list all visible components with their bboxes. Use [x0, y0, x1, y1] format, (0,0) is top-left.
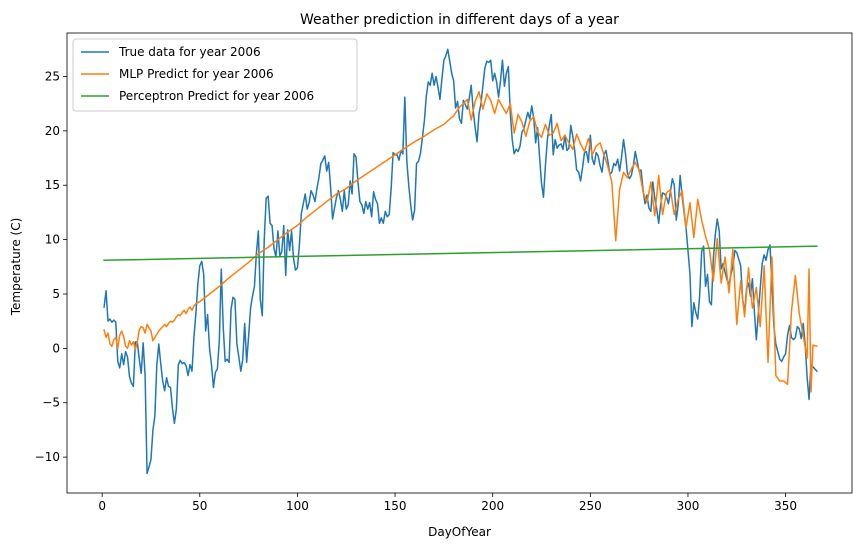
x-tick-label-0: 0 [98, 499, 106, 513]
series-line-2 [103, 245, 818, 262]
x-tick-label-3: 150 [384, 499, 407, 513]
plot-frame [66, 32, 853, 494]
x-tick-label-7: 350 [774, 499, 797, 513]
x-tick-label-5: 250 [579, 499, 602, 513]
y-tick-label-4: 10 [45, 233, 60, 247]
chart-title: Weather prediction in different days of … [300, 12, 619, 28]
x-tick-label-6: 300 [677, 499, 700, 513]
y-tick-label-7: 25 [45, 69, 60, 83]
y-tick-label-6: 20 [45, 124, 60, 138]
legend-label-0: True data for year 2006 [118, 45, 261, 59]
legend-box [72, 38, 358, 112]
y-tick-label-1: −5 [42, 396, 60, 410]
x-axis-label: DayOfYear [428, 525, 491, 539]
y-axis-label: Temperature (C) [9, 218, 23, 317]
legend-label-1: MLP Predict for year 2006 [119, 67, 274, 81]
y-tick-label-5: 15 [45, 178, 60, 192]
plot-area: 0 50 100 150 200 250 300 350 −10 −5 0 5 10 15 20 25 True… [35, 32, 853, 513]
x-tick-label-2: 100 [286, 499, 309, 513]
y-tick-label-3: 5 [52, 287, 60, 301]
x-tick-label-1: 50 [192, 499, 207, 513]
y-tick-label-2: 0 [52, 341, 60, 355]
series-line-1 [103, 90, 818, 393]
legend-label-2: Perceptron Predict for year 2006 [119, 89, 314, 103]
series-line-0 [103, 48, 818, 475]
x-tick-label-4: 200 [481, 499, 504, 513]
y-tick-label-0: −10 [35, 450, 60, 464]
